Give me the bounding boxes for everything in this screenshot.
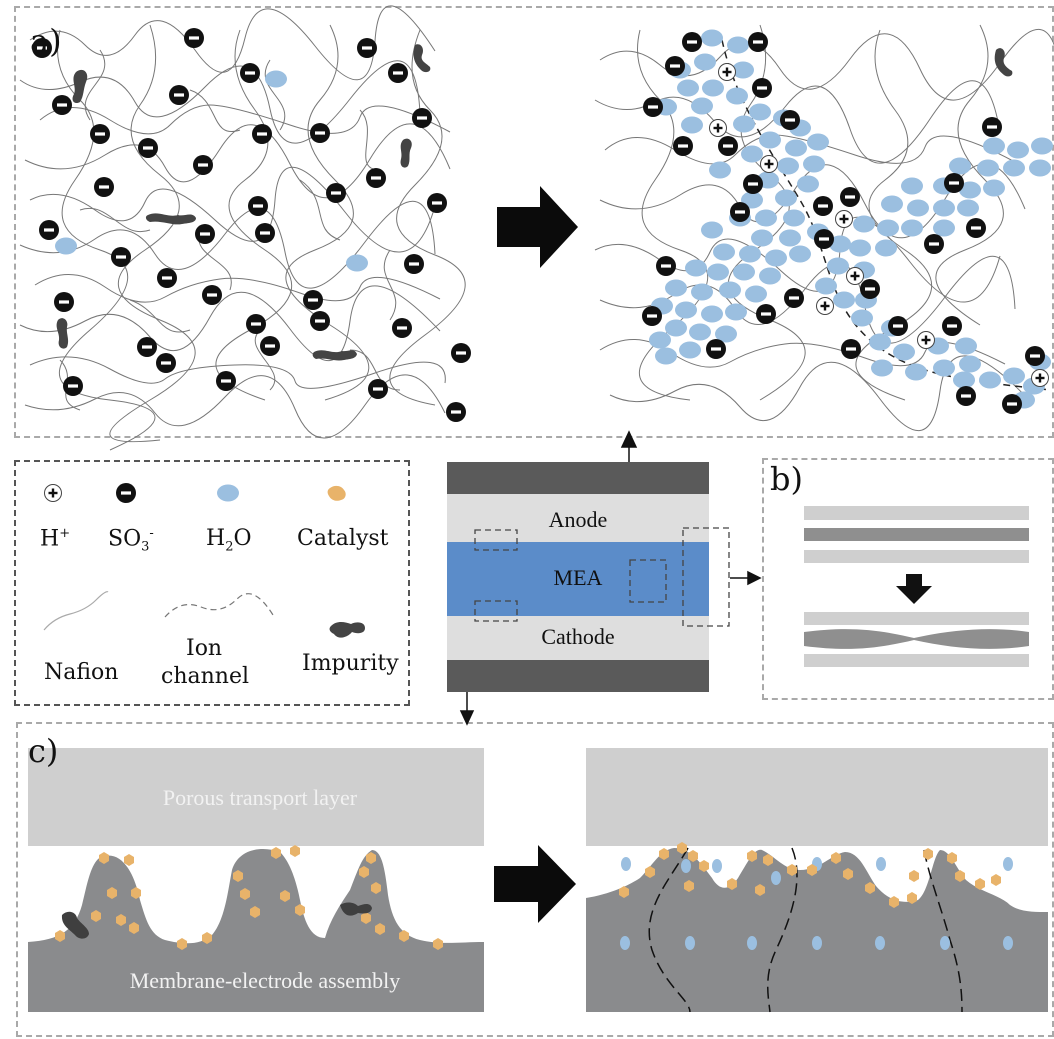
panel-b-illustration bbox=[804, 506, 1029, 667]
membrane-left bbox=[28, 849, 484, 1012]
legend-so3-icon bbox=[116, 483, 136, 503]
legend-ion-channel-icon bbox=[164, 593, 274, 618]
anode-plate bbox=[447, 462, 709, 494]
legend-impurity-icon bbox=[329, 622, 365, 638]
legend-catalyst-icon bbox=[327, 485, 346, 501]
panel-a-frame bbox=[14, 6, 1054, 438]
ptl-block-left bbox=[28, 748, 484, 846]
zoom-box-c-lower bbox=[474, 600, 518, 622]
legend-impurity-label: Impurity bbox=[302, 651, 399, 676]
panel-a-transition-arrow bbox=[497, 186, 578, 268]
panel-c-frame bbox=[16, 722, 1054, 1037]
legend-water-icon bbox=[217, 484, 239, 502]
zoom-box-c bbox=[474, 529, 518, 551]
panel-b-down-arrow bbox=[896, 574, 932, 604]
legend-water-label: H2O bbox=[206, 526, 252, 555]
legend-nafion-icon bbox=[43, 591, 109, 631]
legend-frame bbox=[14, 460, 410, 706]
cathode-plate bbox=[447, 660, 709, 692]
panel-c-left: Porous transport layer Membrane-electrod… bbox=[28, 748, 484, 1012]
legend-icons bbox=[43, 483, 365, 638]
panel-b-frame bbox=[762, 458, 1054, 700]
panel-a-left-nafion bbox=[19, 5, 466, 451]
ion-channels-right bbox=[648, 847, 963, 1013]
panel-label-c: c) bbox=[28, 732, 59, 770]
panel-label-b: b) bbox=[770, 460, 803, 498]
cathode-layer bbox=[447, 616, 709, 660]
panel-a-left-impurities bbox=[56, 44, 431, 361]
mea-label: MEA bbox=[554, 565, 603, 590]
panel-c-transition-arrow bbox=[494, 845, 576, 923]
legend-so3-label: SO3- bbox=[108, 526, 154, 555]
zoom-box-a bbox=[629, 559, 667, 603]
legend-catalyst-label: Catalyst bbox=[297, 526, 389, 551]
impurities-left bbox=[61, 902, 372, 939]
cathode-label: Cathode bbox=[541, 624, 614, 649]
anode-layer bbox=[447, 494, 709, 542]
ptl-block-right bbox=[586, 748, 1048, 846]
panel-label-a: a) bbox=[30, 22, 62, 60]
membrane-right bbox=[586, 848, 1048, 1012]
legend-ion-label-1: Ion bbox=[186, 636, 223, 661]
anode-label: Anode bbox=[549, 507, 608, 532]
legend-nafion-label: Nafion bbox=[44, 660, 119, 685]
mea-full-label: Membrane-electrode assembly bbox=[130, 968, 401, 993]
legend-proton-icon bbox=[44, 484, 62, 502]
panel-c-right bbox=[586, 748, 1048, 1013]
ptl-label: Porous transport layer bbox=[163, 785, 358, 810]
mea-layer bbox=[447, 542, 709, 616]
zoom-box-b bbox=[682, 527, 730, 627]
cell-schematic: Anode MEA Cathode bbox=[447, 462, 730, 692]
legend-proton-label: H+ bbox=[40, 526, 71, 552]
panel-a-right-impurity bbox=[994, 48, 1013, 77]
legend-ion-label-2: channel bbox=[161, 664, 249, 689]
